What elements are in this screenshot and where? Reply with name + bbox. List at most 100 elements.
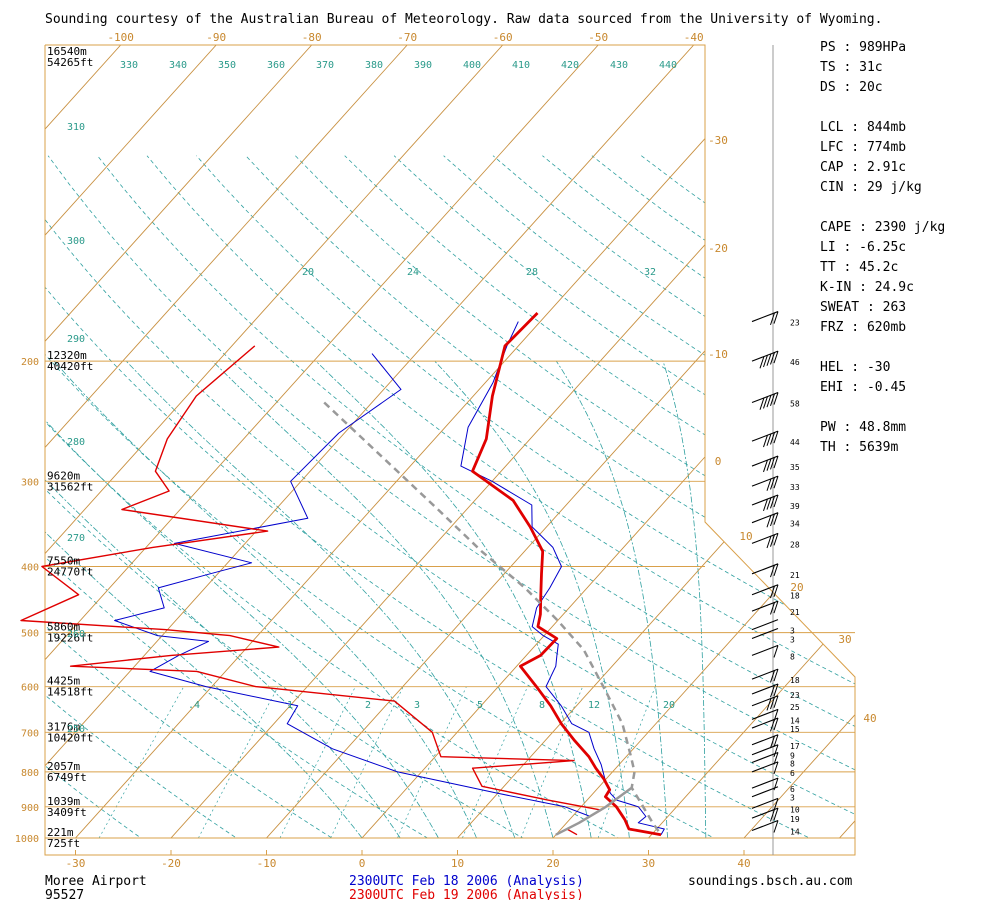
pressure-label: 300 [21, 477, 39, 488]
wind-barb-feather [773, 476, 779, 489]
wind-barb-feather [766, 535, 772, 549]
wind-barb-staff [751, 717, 779, 729]
wind-barb-feather [770, 477, 775, 490]
wind-speed-label: 28 [790, 540, 800, 549]
wind-barb-feather [766, 497, 772, 510]
wind-barb-feather [773, 533, 779, 546]
wind-barb-feather [773, 695, 779, 708]
wind-barb-feather [773, 798, 779, 811]
wind-barb-feather [773, 600, 779, 614]
isotherm-line [730, 45, 855, 838]
wind-speed-label: 14 [790, 827, 800, 836]
wind-barb-feather [770, 534, 775, 547]
height-ft-label: 10420ft [47, 731, 93, 744]
wind-barb [751, 512, 779, 528]
index-13: SWEAT : 263 [820, 300, 906, 315]
station-name: Moree Airport [45, 874, 147, 889]
dry-adiabat [146, 155, 855, 838]
dry-adiabat [45, 155, 65, 838]
isotherm-line [539, 45, 855, 838]
wind-barb [751, 744, 779, 757]
pressure-label: 500 [21, 629, 39, 640]
wind-barb-staff [751, 430, 779, 442]
wind-barb-feather [773, 512, 779, 525]
wind-speed-label: 44 [790, 438, 800, 447]
mixing-ratio-line [397, 686, 467, 838]
x-tick-label: -10 [257, 857, 277, 870]
mixing-label: 8 [539, 700, 545, 711]
wind-barb [751, 350, 779, 369]
pressure-label: 900 [21, 803, 39, 814]
series-temperature-line [471, 312, 662, 837]
wind-barb [751, 644, 779, 658]
wind-speed-label: 46 [790, 358, 800, 367]
wind-speed-label: 21 [790, 608, 800, 617]
wind-barb-feather [763, 396, 768, 409]
theta-label: 410 [512, 60, 530, 71]
mixing-label: .4 [188, 700, 200, 711]
chart-series [20, 312, 665, 837]
wind-barb [751, 695, 779, 711]
x-tick-label: 40 [737, 857, 750, 870]
moist-label: 20 [302, 267, 314, 278]
mixing-ratio-line [198, 686, 279, 838]
wind-barb-feather [770, 735, 775, 749]
wind-barb-staff [751, 777, 779, 789]
chart-labels: -30 -20 -10 0 10 20 30 40-100 -90 -80 -70 -60 -50 -40… [15, 31, 945, 870]
wind-speed-label: 23 [790, 319, 800, 328]
wind-barb-feather [770, 393, 775, 406]
wind-barb [751, 751, 779, 765]
wind-barb-feather [766, 515, 772, 528]
isotherm-line [62, 45, 790, 838]
theta-label: 400 [463, 60, 481, 71]
wind-speed-label: 6 [790, 785, 795, 794]
wind-barb-feather [770, 696, 775, 710]
mixing-ratio-line [597, 686, 656, 838]
wind-barb-feather [773, 584, 779, 597]
site-link[interactable]: soundings.bsch.au.com [688, 874, 853, 889]
wind-barb-feather [766, 478, 772, 491]
theta-label: 290 [67, 334, 85, 345]
height-ft-label: 19226ft [47, 632, 93, 645]
moist-label: 32 [644, 267, 656, 278]
theta-label: 330 [120, 60, 138, 71]
mixing-label: 12 [588, 700, 600, 711]
index-14: FRZ : 620mb [820, 320, 906, 335]
wind-speed-label: 14 [790, 716, 800, 725]
wind-barb-feather [759, 356, 765, 369]
theta-label: 370 [316, 60, 334, 71]
x-tick-label: -30 [66, 857, 86, 870]
theta-label: 270 [67, 533, 85, 544]
wind-barb-feather [773, 820, 779, 833]
height-ft-label: 14518ft [47, 686, 93, 699]
wind-speed-label: 21 [790, 571, 800, 580]
wind-barb [751, 392, 779, 410]
mixing-ratio-line [462, 686, 528, 838]
moist-adiabat [662, 360, 707, 838]
wind-barb-feather [770, 513, 775, 527]
top-tick-label: -50 [588, 31, 608, 44]
mixing-label: 1 [287, 700, 293, 711]
wind-barb-staff [751, 392, 779, 404]
dry-adiabat [45, 155, 259, 838]
dry-adiabat [45, 155, 453, 838]
wind-barb-feather [766, 698, 772, 711]
wind-speed-label: 8 [790, 652, 795, 661]
pressure-label: 200 [21, 357, 39, 368]
wind-barb-feather [773, 563, 779, 576]
isotherm-line [45, 45, 217, 838]
wind-barb [751, 430, 779, 448]
wind-speed-label: 8 [790, 759, 795, 768]
isotherm-line [635, 45, 855, 838]
moist-adiabat [434, 360, 630, 838]
theta-label: 440 [659, 60, 677, 71]
wind-barb-staff [751, 751, 779, 763]
top-tick-label: -40 [684, 31, 704, 44]
isotherm-line [253, 45, 855, 838]
index-17: EHI : -0.45 [820, 380, 906, 395]
wind-barb-staff [751, 668, 779, 680]
run2-legend: 2300UTC Feb 19 2006 (Analysis) [349, 888, 584, 900]
wind-barb-feather [763, 434, 768, 448]
wind-barb-staff [751, 494, 779, 506]
wind-speed-label: 18 [790, 592, 800, 601]
